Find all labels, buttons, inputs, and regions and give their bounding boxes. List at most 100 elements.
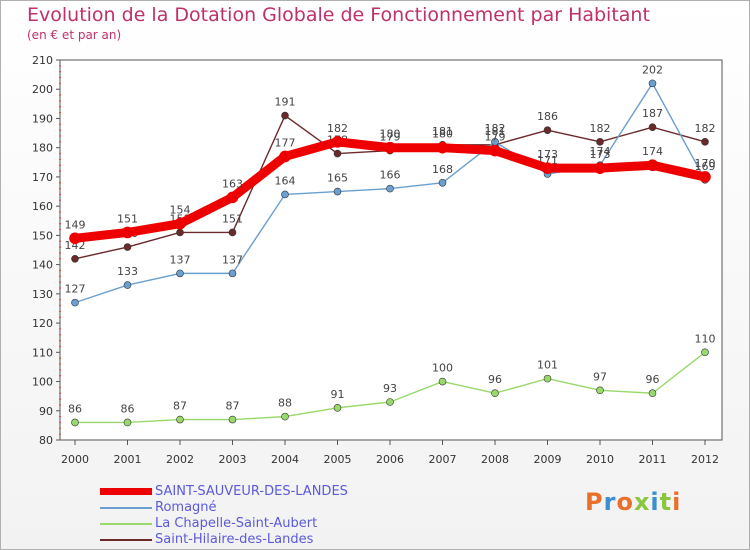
legend-swatch [100, 488, 152, 495]
data-point [384, 141, 396, 154]
data-point [438, 377, 447, 386]
y-tick-label: 210 [32, 54, 53, 67]
logo-letter: o [616, 488, 634, 516]
data-point [701, 138, 709, 146]
y-minor-tick [59, 100, 61, 102]
data-label: 182 [485, 122, 506, 135]
data-label: 180 [380, 128, 401, 141]
data-point [648, 79, 657, 88]
y-minor-tick [59, 316, 61, 319]
y-minor-tick [59, 123, 61, 126]
y-minor-tick [59, 105, 61, 108]
y-minor-tick [59, 252, 61, 254]
data-label: 163 [222, 177, 243, 190]
data-label: 165 [327, 172, 348, 185]
data-point [438, 178, 447, 187]
data-point [71, 254, 79, 263]
legend-label: SAINT-SAUVEUR-DES-LANDES [155, 484, 348, 499]
data-label: 169 [695, 160, 716, 173]
y-minor-tick [59, 193, 61, 196]
data-label: 202 [642, 63, 663, 76]
y-minor-tick [59, 246, 61, 248]
x-tick-label: 2006 [376, 453, 404, 466]
y-minor-tick [59, 257, 61, 260]
data-label: 96 [646, 373, 660, 386]
plot-area [59, 59, 723, 441]
data-label: 154 [170, 204, 191, 217]
y-minor-tick [59, 398, 61, 400]
y-minor-tick [59, 339, 61, 342]
y-minor-tick [59, 140, 61, 143]
data-point [543, 126, 552, 134]
y-minor-tick [59, 310, 61, 313]
y-minor-tick [59, 427, 61, 430]
data-label: 168 [432, 163, 453, 176]
data-point [281, 111, 289, 120]
data-point [69, 232, 81, 245]
x-tick-label: 2004 [271, 453, 299, 466]
data-point [596, 138, 604, 146]
y-tick-label: 120 [32, 317, 53, 330]
y-minor-tick [59, 129, 61, 132]
y-minor-tick [59, 222, 61, 225]
y-minor-tick [59, 421, 61, 424]
x-tick-label: 2003 [219, 453, 247, 466]
x-tick-label: 2008 [481, 453, 509, 466]
data-label: 101 [537, 359, 558, 372]
data-point [174, 217, 186, 230]
data-point [543, 374, 552, 383]
y-minor-tick [59, 374, 61, 377]
data-point [281, 190, 289, 199]
chart-subtitle: (en € et par an) [27, 28, 122, 42]
data-point [176, 269, 184, 278]
data-label: 191 [275, 96, 296, 109]
data-label: 87 [173, 400, 187, 413]
y-minor-tick [59, 357, 61, 360]
data-label: 182 [327, 122, 348, 135]
y-tick-label: 200 [32, 83, 53, 96]
data-label: 86 [68, 402, 82, 415]
y-minor-tick [59, 368, 61, 371]
proxiti-logo: Proxiti [585, 488, 681, 516]
data-point [226, 191, 239, 204]
data-label: 151 [117, 212, 138, 225]
y-minor-tick [59, 333, 61, 336]
y-minor-tick [59, 64, 61, 67]
data-point [71, 298, 79, 307]
data-label: 180 [432, 128, 453, 141]
legend-label: Saint-Hilaire-des-Landes [155, 532, 314, 547]
y-tick-label: 110 [32, 346, 53, 359]
data-point [596, 386, 604, 395]
y-minor-tick [59, 404, 61, 406]
data-label: 187 [642, 107, 663, 120]
y-minor-tick [59, 76, 61, 79]
data-label: 174 [590, 145, 611, 158]
y-tick-label: 100 [32, 376, 53, 389]
data-point [648, 389, 657, 398]
logo-letter: P [585, 488, 604, 516]
data-point [279, 150, 291, 163]
y-minor-tick [59, 386, 61, 389]
y-minor-tick [59, 240, 61, 243]
data-label: 177 [275, 136, 296, 149]
data-label: 91 [331, 388, 345, 401]
data-label: 164 [275, 174, 296, 187]
data-point [489, 144, 501, 157]
legend-swatch [100, 523, 152, 525]
y-minor-tick [59, 298, 61, 301]
y-minor-tick [59, 70, 61, 73]
x-tick-label: 2000 [61, 453, 89, 466]
y-tick-label: 180 [32, 142, 53, 155]
data-point [699, 171, 711, 183]
data-label: 88 [278, 397, 292, 410]
y-tick-label: 160 [32, 200, 53, 213]
data-point [386, 398, 394, 406]
data-point [121, 226, 134, 239]
data-point [331, 136, 344, 148]
y-minor-tick [59, 275, 61, 278]
y-minor-tick [59, 269, 61, 272]
x-tick-label: 2012 [691, 453, 719, 466]
data-point [491, 389, 499, 398]
data-label: 149 [65, 218, 86, 231]
